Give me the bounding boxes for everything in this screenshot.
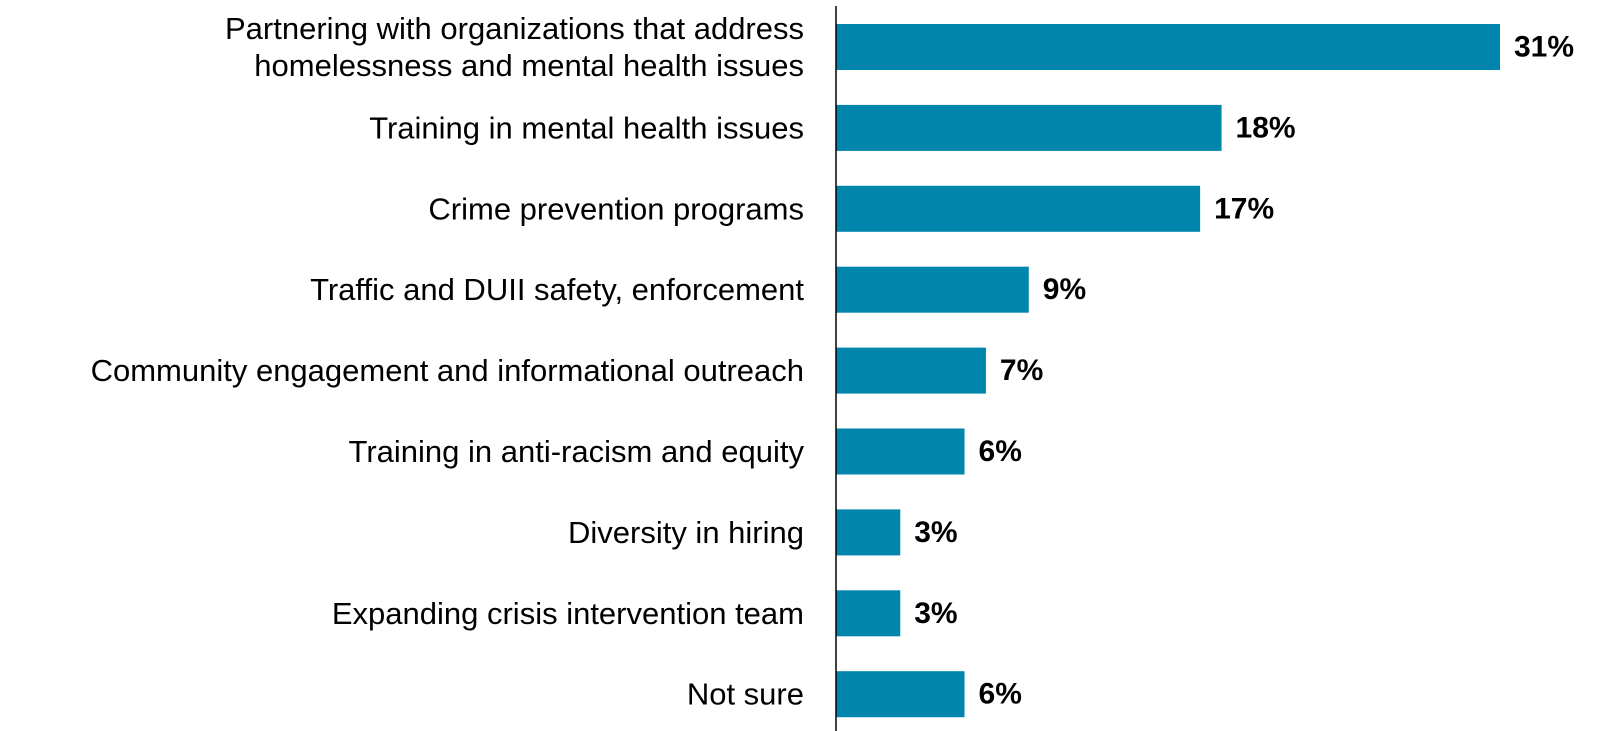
bar-6: [836, 509, 901, 556]
bar-0: [836, 24, 1500, 70]
bar-7: [836, 590, 901, 637]
category-label-line-1-0: Training in mental health issues: [369, 110, 804, 145]
category-label-line-6-0: Diversity in hiring: [568, 515, 804, 550]
category-label-3: Traffic and DUII safety, enforcement: [310, 272, 804, 307]
category-label-6: Diversity in hiring: [568, 515, 804, 550]
bar-5: [836, 428, 965, 475]
value-label-3: 9%: [1043, 273, 1086, 306]
category-label-2: Crime prevention programs: [428, 191, 804, 226]
bar-4: [836, 347, 986, 394]
value-label-5: 6%: [979, 435, 1022, 468]
category-label-line-8-0: Not sure: [687, 677, 804, 712]
category-label-line-4-0: Community engagement and informational o…: [91, 353, 804, 388]
category-label-4: Community engagement and informational o…: [91, 353, 804, 388]
bar-8: [836, 671, 965, 718]
category-label-line-3-0: Traffic and DUII safety, enforcement: [310, 272, 804, 307]
value-labels-group: 31% 18% 17% 9% 7% 6% 3% 3% 6%: [914, 31, 1574, 711]
value-label-6: 3%: [914, 516, 957, 549]
value-label-7: 3%: [914, 597, 957, 630]
value-label-4: 7%: [1000, 354, 1043, 387]
value-label-8: 6%: [979, 678, 1022, 711]
value-label-2: 17%: [1214, 192, 1274, 225]
category-label-1: Training in mental health issues: [369, 110, 804, 145]
value-label-0: 31%: [1514, 31, 1574, 64]
category-label-line-0-1: homelessness and mental health issues: [254, 48, 804, 83]
value-label-1: 18%: [1236, 111, 1296, 144]
category-label-5: Training in anti-racism and equity: [349, 434, 805, 469]
category-label-line-7-0: Expanding crisis intervention team: [332, 596, 804, 631]
category-label-0: Partnering with organizations that addre…: [225, 11, 804, 83]
bar-2: [836, 185, 1201, 232]
category-label-line-0-0: Partnering with organizations that addre…: [225, 11, 804, 46]
category-labels-group: Partnering with organizations that addre…: [91, 11, 805, 712]
category-label-line-2-0: Crime prevention programs: [428, 191, 804, 226]
bar-1: [836, 104, 1222, 151]
category-label-8: Not sure: [687, 677, 804, 712]
bar-3: [836, 266, 1029, 313]
category-label-7: Expanding crisis intervention team: [332, 596, 804, 631]
bars-group: [836, 24, 1500, 718]
category-label-line-5-0: Training in anti-racism and equity: [349, 434, 805, 469]
